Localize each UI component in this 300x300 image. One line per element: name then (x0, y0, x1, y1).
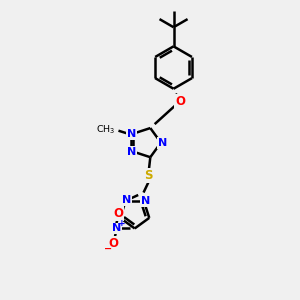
Text: N: N (141, 196, 150, 206)
Text: −: − (104, 244, 112, 254)
Text: +: + (118, 219, 125, 228)
Text: O: O (113, 207, 123, 220)
Text: CH$_3$: CH$_3$ (96, 124, 116, 136)
Text: O: O (175, 94, 185, 108)
Text: N: N (127, 129, 136, 139)
Text: N: N (127, 147, 136, 157)
Text: S: S (145, 169, 153, 182)
Text: N: N (122, 195, 131, 205)
Text: O: O (108, 237, 118, 250)
Text: N: N (112, 224, 121, 233)
Text: N: N (158, 138, 167, 148)
